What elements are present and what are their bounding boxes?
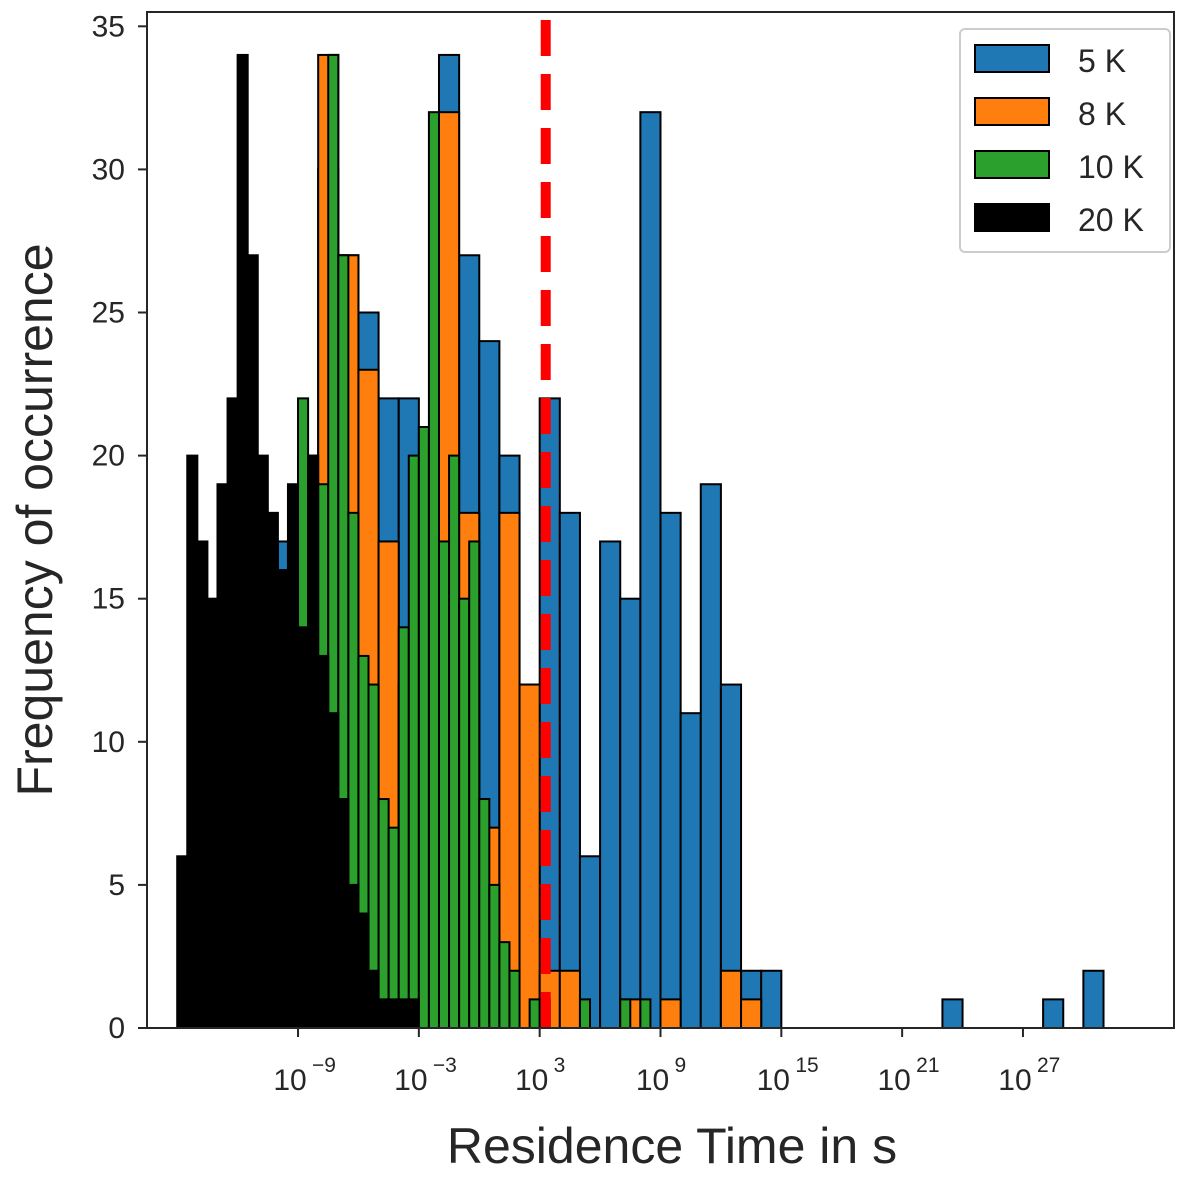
bar-5k-16 <box>599 540 622 1030</box>
bar-10k-23 <box>528 998 541 1030</box>
bar-20k-21 <box>387 998 400 1030</box>
bar-5k-13 <box>538 397 561 1029</box>
bar-5k-18 <box>639 111 662 1030</box>
bar-20k-22 <box>397 998 410 1030</box>
bar-10k-21 <box>498 941 511 1030</box>
bar-20k-9 <box>266 511 279 1029</box>
legend-frame <box>959 28 1171 253</box>
bar-5k-14 <box>558 511 581 1029</box>
bar-20k-0 <box>176 855 189 1030</box>
bar-20k-13 <box>307 454 320 1029</box>
bar-20k-3 <box>206 597 219 1029</box>
legend-swatch-20k <box>974 203 1050 232</box>
y-tick-label: 20 <box>92 440 125 473</box>
x-tick-exponent: 9 <box>675 1054 687 1077</box>
bar-5k-17 <box>619 597 642 1029</box>
x-axis-title: Residence Time in s <box>447 1118 897 1174</box>
bar-8k-10 <box>518 683 541 1029</box>
x-tick-label: 10 <box>877 1064 910 1097</box>
x-tick-label: 10 <box>636 1064 669 1097</box>
x-tick-label: 10 <box>998 1064 1031 1097</box>
bar-20k-11 <box>286 483 300 1030</box>
bar-20k-16 <box>337 798 350 1029</box>
bar-20k-18 <box>357 912 370 1030</box>
bar-10k-19 <box>478 798 491 1029</box>
x-tick-exponent: 27 <box>1037 1054 1060 1077</box>
bar-10k-10 <box>387 826 400 1029</box>
bar-20k-19 <box>367 969 380 1030</box>
bar-10k-27 <box>639 998 652 1030</box>
bar-5k-26 <box>1042 998 1065 1030</box>
x-tick-exponent: 3 <box>554 1054 566 1077</box>
bar-20k-5 <box>226 397 239 1029</box>
bar-20k-8 <box>256 454 269 1029</box>
bar-20k-10 <box>276 569 289 1030</box>
bar-20k-17 <box>347 883 360 1030</box>
bar-10k-20 <box>488 883 501 1030</box>
bar-8k-16 <box>740 998 763 1030</box>
y-tick-label: 0 <box>108 1012 125 1045</box>
y-axis-title: Frequency of occurrence <box>7 243 63 796</box>
bar-10k-15 <box>437 540 451 1030</box>
legend-label-5k: 5 K <box>1078 43 1126 79</box>
bar-20k-1 <box>186 454 199 1029</box>
bar-20k-7 <box>246 254 259 1029</box>
x-axis: 10 −9 10 −3 10 3 10 9 10 15 10 21 10 27 <box>273 1028 1060 1097</box>
legend-label-8k: 8 K <box>1078 96 1126 132</box>
bar-10k-22 <box>508 969 521 1030</box>
bar-20k-23 <box>407 998 420 1030</box>
x-tick-exponent: 15 <box>795 1054 818 1077</box>
legend-swatch-8k <box>974 97 1050 126</box>
bar-5k-21 <box>699 483 722 1030</box>
legend-swatch-5k <box>974 44 1050 73</box>
bar-20k-2 <box>196 540 209 1030</box>
histogram-bars <box>176 53 1105 1030</box>
bar-10k-17 <box>458 597 471 1029</box>
bar-20k-20 <box>377 998 390 1030</box>
y-axis: 0 5 10 15 20 25 30 35 <box>92 10 147 1045</box>
bar-20k-4 <box>216 483 229 1030</box>
legend-swatch-10k <box>974 150 1050 179</box>
bar-5k-25 <box>941 998 964 1030</box>
y-tick-label: 25 <box>92 297 125 330</box>
bar-8k-12 <box>558 969 581 1030</box>
bar-20k-12 <box>297 626 310 1029</box>
bar-10k-12 <box>407 454 420 1029</box>
bar-20k-14 <box>317 654 330 1029</box>
x-tick-label: 10 <box>394 1064 427 1097</box>
y-tick-label: 15 <box>92 583 125 616</box>
y-tick-label: 10 <box>92 726 125 759</box>
x-tick-exponent: −3 <box>433 1054 457 1077</box>
y-tick-label: 30 <box>92 153 125 186</box>
legend: 5 K 8 K 10 K 20 K <box>959 28 1171 253</box>
bar-8k-15 <box>719 969 743 1030</box>
bar-5k-27 <box>1082 969 1105 1030</box>
bar-8k-14 <box>659 998 682 1030</box>
legend-label-20k: 20 K <box>1078 202 1144 238</box>
bar-10k-25 <box>578 998 592 1030</box>
y-tick-label: 5 <box>108 869 125 902</box>
bar-10k-18 <box>468 540 481 1030</box>
x-tick-exponent: −9 <box>312 1054 336 1077</box>
bar-10k-13 <box>417 425 430 1029</box>
bar-20k-6 <box>236 53 249 1030</box>
x-tick-label: 10 <box>757 1064 790 1097</box>
legend-label-10k: 10 K <box>1078 149 1144 185</box>
bar-10k-9 <box>377 798 390 1029</box>
bar-20k-15 <box>327 712 340 1029</box>
bar-10k-26 <box>619 998 632 1030</box>
bar-10k-11 <box>397 626 410 1029</box>
x-tick-exponent: 21 <box>916 1054 939 1077</box>
x-tick-label: 10 <box>515 1064 548 1097</box>
bar-5k-19 <box>659 511 682 1029</box>
bar-10k-16 <box>448 454 461 1029</box>
y-tick-label: 35 <box>92 10 125 43</box>
bar-5k-20 <box>679 712 702 1029</box>
bar-5k-24 <box>760 969 783 1030</box>
x-tick-label: 10 <box>273 1064 306 1097</box>
bar-10k-14 <box>427 111 440 1030</box>
